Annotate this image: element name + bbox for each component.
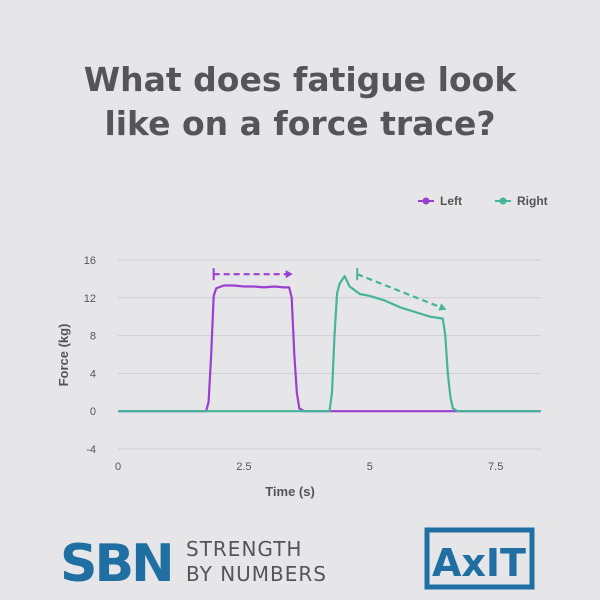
series-line-right <box>118 275 541 413</box>
legend-marker-right <box>499 197 507 205</box>
series-lines <box>118 275 541 413</box>
y-axis-ticks: 16 12 8 4 0 -4 <box>84 255 96 456</box>
x-tick-label: 0 <box>115 461 121 473</box>
legend: Left Right <box>418 194 548 208</box>
x-tick-label: 7.5 <box>488 461 503 473</box>
x-tick-label: 2.5 <box>236 461 251 473</box>
brand-line-2: BY NUMBERS <box>186 562 328 586</box>
y-tick-label: 4 <box>90 368 96 380</box>
page-title: What does fatigue look like on a force t… <box>0 58 600 146</box>
x-axis-label: Time (s) <box>265 484 315 499</box>
annotation-dashed-arrow <box>356 273 447 311</box>
y-axis-label: Force (kg) <box>56 324 71 387</box>
series-line-left <box>118 284 541 413</box>
x-axis-ticks: 0 2.5 5 7.5 <box>115 461 503 473</box>
axit-logo: AxIT <box>424 527 535 590</box>
legend-label-left: Left <box>440 194 462 208</box>
y-tick-label: -4 <box>86 444 96 456</box>
y-tick-label: 8 <box>90 331 96 343</box>
y-tick-label: 16 <box>84 255 96 267</box>
grid-lines <box>118 259 541 450</box>
axit-logo-text: AxIT <box>432 541 526 585</box>
x-tick-label: 5 <box>367 461 373 473</box>
y-tick-label: 0 <box>90 406 96 418</box>
title-line-2: like on a force trace? <box>104 104 496 143</box>
y-tick-label: 12 <box>84 293 96 305</box>
sbn-logo-text: SBN <box>60 534 172 594</box>
legend-marker-left <box>422 197 430 205</box>
brand-line-1: STRENGTH <box>186 537 303 561</box>
force-trace-chart: 16 12 8 4 0 -4 0 2.5 5 7.5 Time (s) Force (kg) L… <box>56 194 548 499</box>
annotations <box>212 268 447 311</box>
legend-item-right[interactable]: Right <box>495 194 548 208</box>
legend-item-left[interactable]: Left <box>418 194 462 208</box>
footer: SBN AxIT STRENGTH BY NUMBERS <box>0 525 600 595</box>
legend-label-right: Right <box>517 194 548 208</box>
sbn-logo: SBN <box>60 534 175 594</box>
title-line-1: What does fatigue look <box>83 60 517 99</box>
footer-logos: SBN AxIT <box>60 527 535 594</box>
